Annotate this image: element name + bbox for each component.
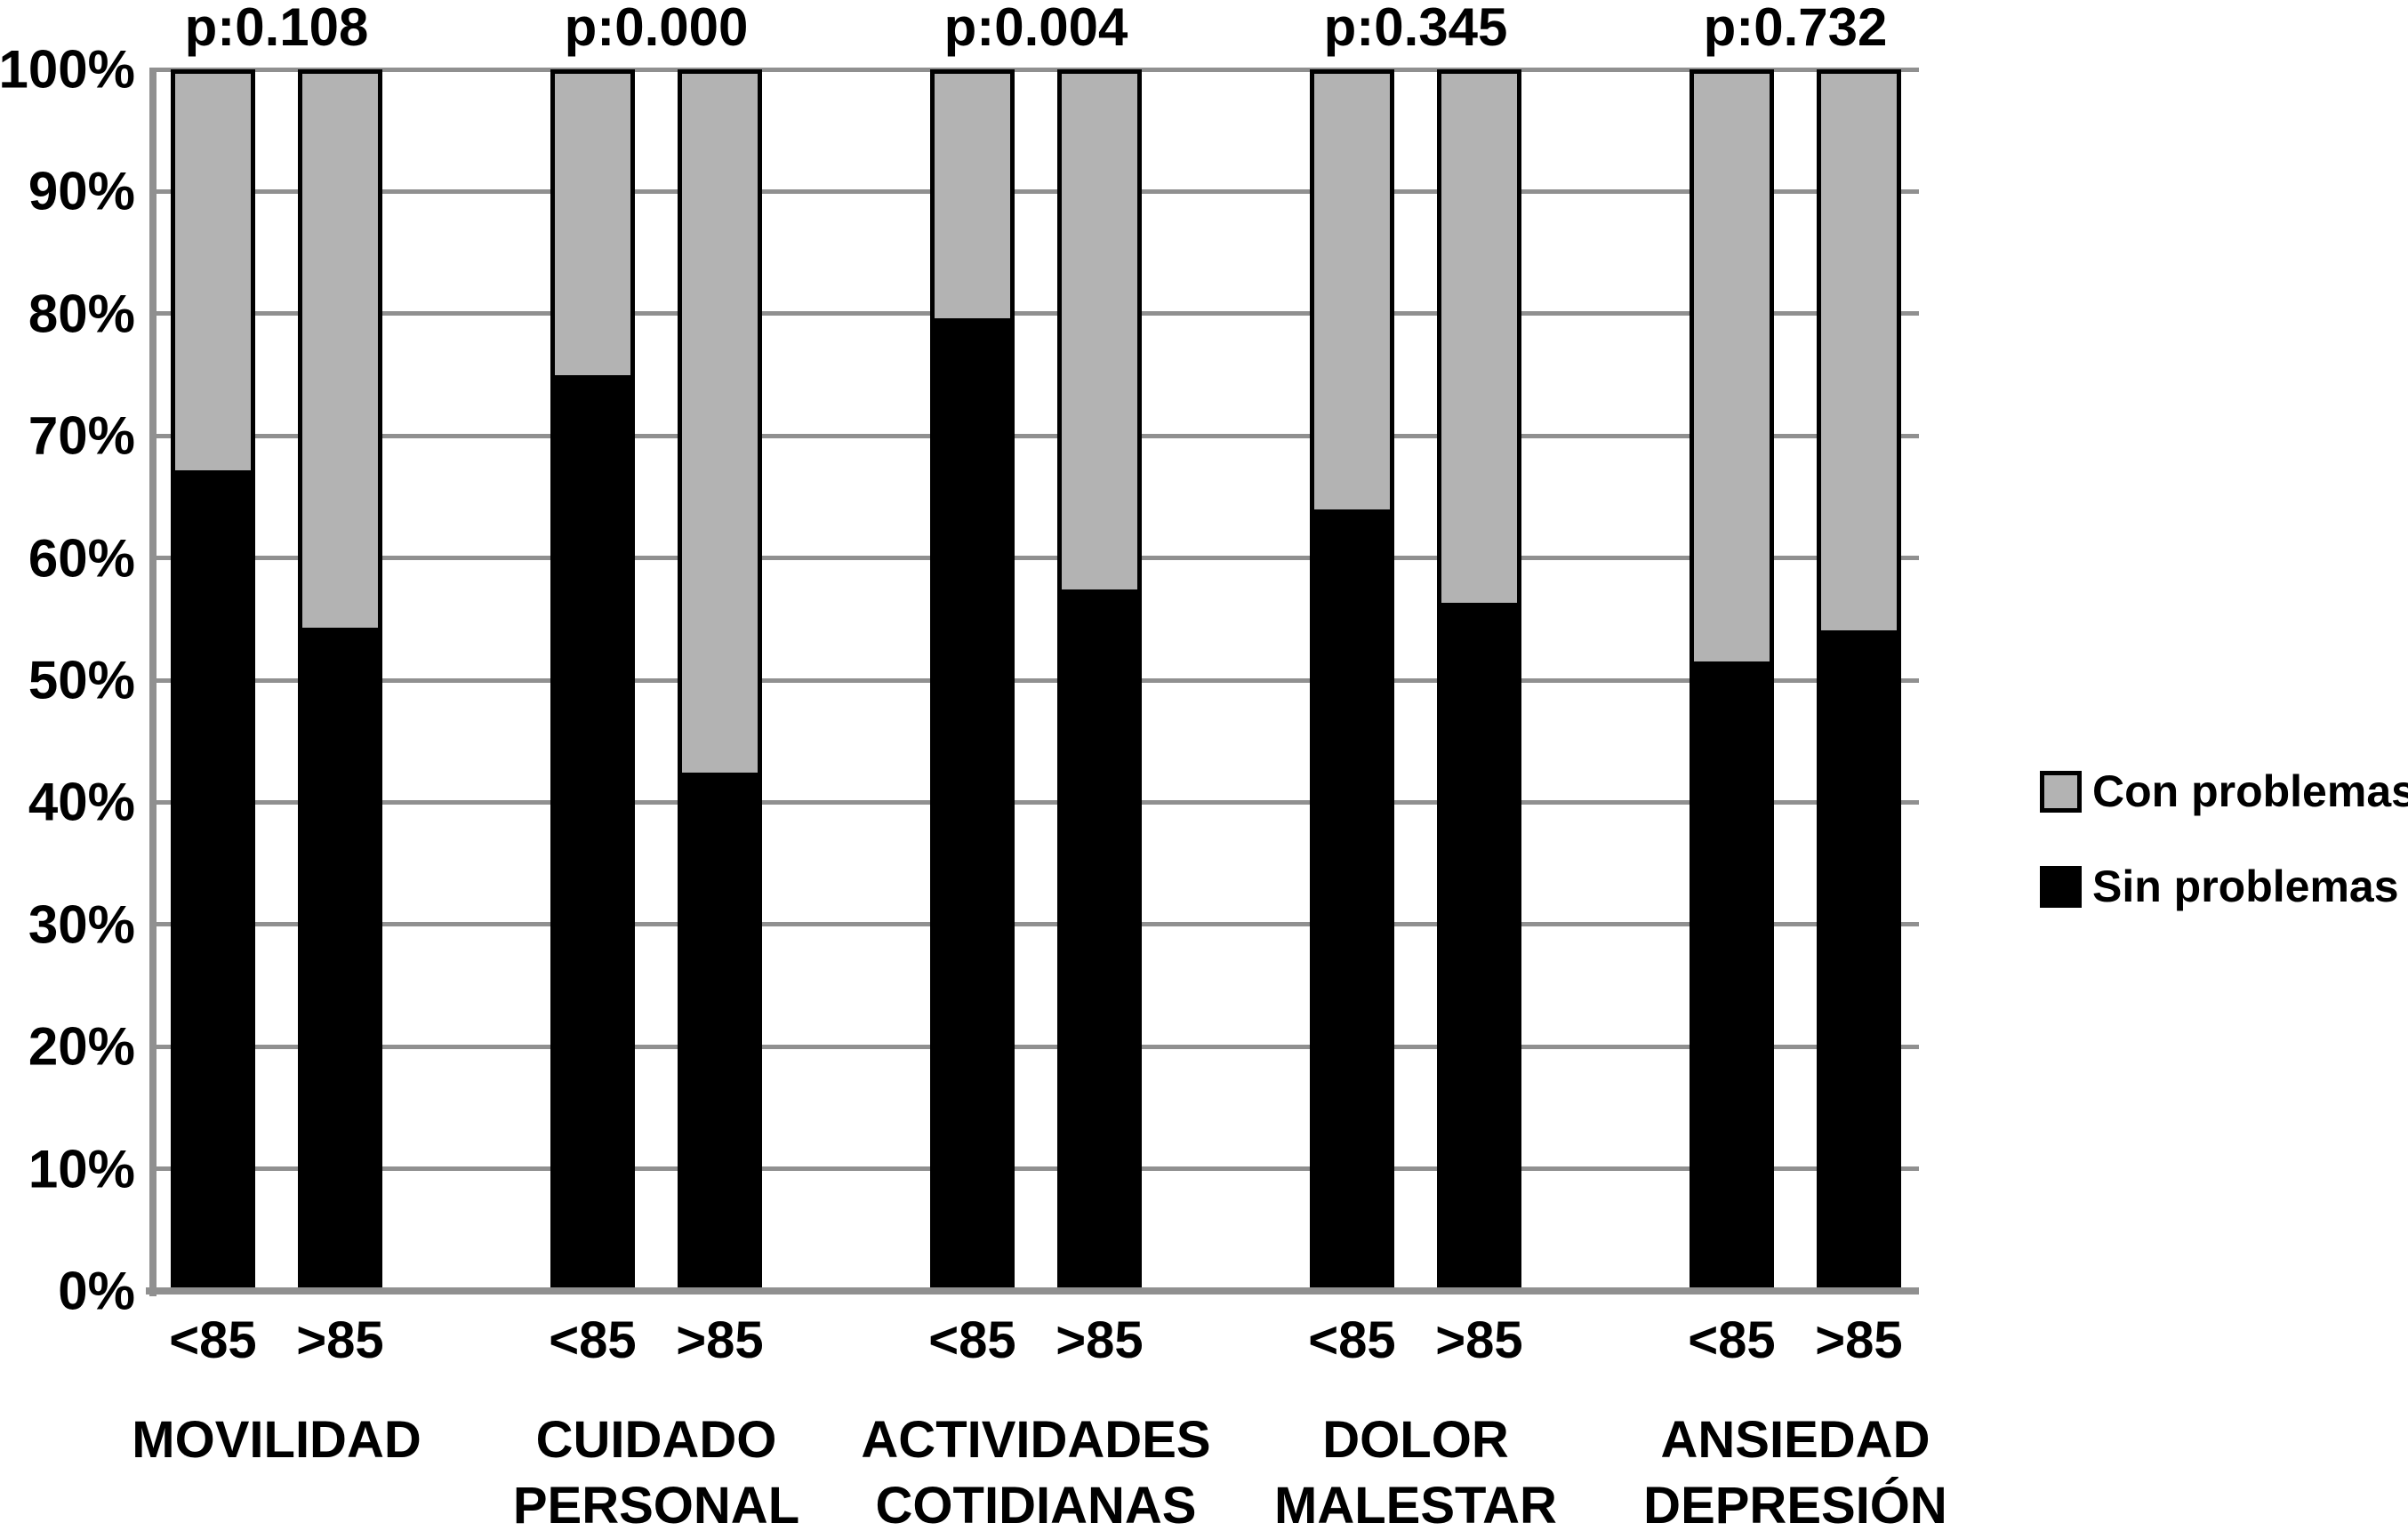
- group-label: ANSIEDAD DEPRESIÓN: [1643, 1407, 1947, 1539]
- y-axis-tick-label: 70%: [28, 405, 135, 466]
- x-tick-label: >85: [676, 1311, 764, 1369]
- stacked-bar-group5-gt85: [1817, 69, 1901, 1291]
- y-axis-tick-label: 20%: [28, 1016, 135, 1077]
- p-value-label: p:0.108: [184, 0, 369, 57]
- legend-swatch-con-problemas-icon: [2040, 770, 2082, 813]
- gridline: [149, 433, 1919, 438]
- x-tick-label: <85: [928, 1311, 1016, 1369]
- legend-item-sin-problemas: Sin problemas: [2040, 861, 2408, 912]
- gridline: [149, 1044, 1919, 1049]
- stacked-bar-group2-lt85: [550, 69, 635, 1291]
- bar-segment-sin-problemas: [682, 773, 758, 1287]
- group-label-line: PERSONAL: [512, 1477, 800, 1535]
- legend-label-sin-problemas: Sin problemas: [2092, 862, 2399, 911]
- y-axis-tick-label: 10%: [28, 1139, 135, 1199]
- x-tick-label: >85: [1815, 1311, 1903, 1369]
- gridline: [149, 556, 1919, 561]
- x-tick-label: <85: [169, 1311, 257, 1369]
- legend: Con problemas Sin problemas: [2040, 765, 2408, 912]
- bar-segment-sin-problemas: [1441, 603, 1517, 1287]
- stacked-bar-group3-gt85: [1057, 69, 1142, 1291]
- x-tick-label: <85: [1688, 1311, 1776, 1369]
- bar-segment-con-problemas: [302, 74, 378, 628]
- y-axis-tick-label: 100%: [0, 39, 135, 100]
- bar-segment-sin-problemas: [935, 318, 1010, 1287]
- y-axis-tick-label: 0%: [58, 1261, 135, 1321]
- bar-segment-con-problemas: [935, 74, 1010, 319]
- bar-segment-con-problemas: [1062, 74, 1137, 590]
- gridline: [149, 922, 1919, 927]
- x-axis-line: [146, 1287, 1919, 1295]
- p-value-label: p:0.345: [1323, 0, 1508, 57]
- p-value-label: p:0.732: [1703, 0, 1888, 57]
- group-label: DOLOR MALESTAR: [1274, 1407, 1557, 1539]
- group-label-line: ANSIEDAD: [1660, 1411, 1930, 1469]
- gridline: [149, 799, 1919, 805]
- bar-segment-sin-problemas: [1694, 661, 1770, 1287]
- bar-segment-con-problemas: [1441, 74, 1517, 604]
- stacked-bar-group1-gt85: [298, 69, 382, 1291]
- bar-segment-con-problemas: [555, 74, 630, 375]
- bar-segment-sin-problemas: [555, 374, 630, 1287]
- gridline: [149, 1166, 1919, 1172]
- bar-segment-sin-problemas: [302, 627, 378, 1287]
- legend-swatch-sin-problemas-icon: [2040, 865, 2082, 908]
- bar-segment-sin-problemas: [1062, 589, 1137, 1287]
- group-label-line: MALESTAR: [1274, 1477, 1557, 1535]
- group-label: MOVILIDAD: [132, 1407, 421, 1473]
- y-axis-tick-label: 30%: [28, 894, 135, 955]
- stacked-bar-group5-lt85: [1690, 69, 1774, 1291]
- stacked-bar-group2-gt85: [678, 69, 762, 1291]
- bar-segment-con-problemas: [1821, 74, 1897, 630]
- legend-label-con-problemas: Con problemas: [2092, 766, 2408, 816]
- gridline: [149, 677, 1919, 683]
- gridline: [149, 67, 1919, 72]
- group-label-line: DEPRESIÓN: [1643, 1477, 1947, 1535]
- y-axis-tick-label: 40%: [28, 772, 135, 832]
- group-label-line: MOVILIDAD: [132, 1411, 421, 1469]
- bar-segment-con-problemas: [1694, 74, 1770, 662]
- stacked-bar-group4-gt85: [1437, 69, 1521, 1291]
- bar-segment-con-problemas: [175, 74, 251, 470]
- bar-segment-con-problemas: [1314, 74, 1390, 509]
- p-value-label: p:0.004: [943, 0, 1128, 57]
- group-label: ACTIVIDADES COTIDIANAS: [861, 1407, 1210, 1539]
- y-axis-tick-label: 80%: [28, 284, 135, 344]
- x-tick-label: <85: [1308, 1311, 1396, 1369]
- gridline: [149, 311, 1919, 317]
- bar-segment-sin-problemas: [175, 469, 251, 1287]
- group-label-line: COTIDIANAS: [875, 1477, 1197, 1535]
- x-tick-label: >85: [296, 1311, 384, 1369]
- x-tick-label: >85: [1435, 1311, 1523, 1369]
- legend-item-con-problemas: Con problemas: [2040, 765, 2408, 817]
- group-label-line: DOLOR: [1322, 1411, 1509, 1469]
- x-tick-label: >85: [1056, 1311, 1144, 1369]
- group-label-line: ACTIVIDADES: [861, 1411, 1211, 1469]
- group-label: CUIDADO PERSONAL: [513, 1407, 799, 1539]
- stacked-bar-group3-lt85: [930, 69, 1015, 1291]
- bar-segment-sin-problemas: [1314, 509, 1390, 1287]
- stacked-bar-group1-lt85: [171, 69, 255, 1291]
- group-label-line: CUIDADO: [535, 1411, 777, 1469]
- gridline: [149, 188, 1919, 194]
- y-axis-tick-label: 60%: [28, 528, 135, 589]
- stacked-bar-group4-lt85: [1310, 69, 1394, 1291]
- y-axis-line: [149, 69, 157, 1296]
- p-value-label: p:0.000: [564, 0, 749, 57]
- bar-segment-sin-problemas: [1821, 629, 1897, 1287]
- y-axis-tick-label: 90%: [28, 161, 135, 221]
- y-axis-tick-label: 50%: [28, 650, 135, 710]
- x-tick-label: <85: [549, 1311, 637, 1369]
- bar-segment-con-problemas: [682, 74, 758, 774]
